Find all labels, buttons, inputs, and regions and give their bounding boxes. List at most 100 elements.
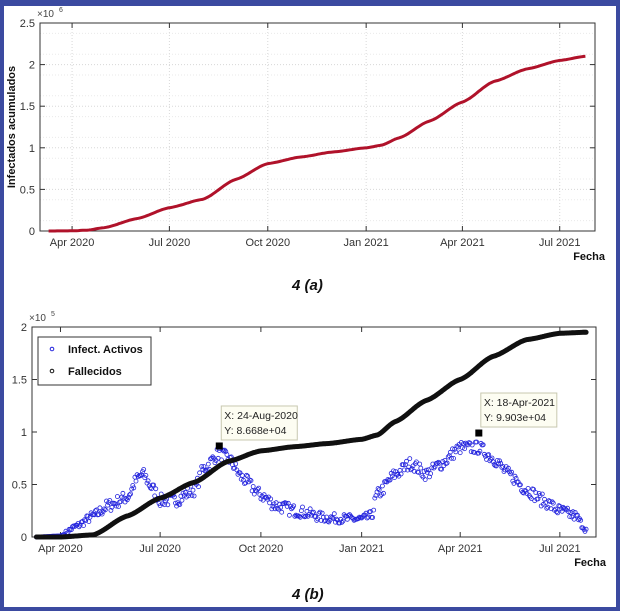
infect-activos-point: [191, 493, 197, 499]
infect-activos-point: [365, 514, 371, 520]
exponent-label: ×10: [29, 313, 46, 324]
infect-activos-point: [133, 478, 139, 484]
caption-a: 4 (a): [292, 277, 323, 294]
x-tick-label: Apr 2020: [50, 237, 95, 249]
infect-activos-point: [151, 482, 157, 488]
infect-activos-point: [190, 487, 196, 493]
infect-activos-point: [131, 485, 137, 491]
infect-activos-point: [318, 518, 324, 523]
infect-activos-point: [562, 506, 568, 512]
x-tick-label: Jan 2021: [339, 543, 384, 555]
infect-activos-point: [165, 502, 171, 508]
infect-activos-point: [281, 501, 287, 506]
infect-activos-point: [423, 467, 429, 473]
infect-activos-point: [435, 459, 441, 465]
datatip-marker: [475, 429, 483, 437]
infect-activos-point: [279, 509, 285, 515]
infect-activos-point: [417, 461, 423, 467]
infect-activos-point: [116, 504, 121, 510]
legend-box: [37, 336, 152, 386]
infect-activos-point: [292, 513, 298, 519]
exponent-power: 5: [51, 311, 55, 318]
x-axis-label: Fecha: [574, 557, 607, 569]
infect-activos-point: [418, 465, 424, 471]
y-tick-label: 0.5: [20, 184, 35, 196]
infect-activos-point: [159, 501, 165, 507]
infect-activos-point: [471, 450, 477, 455]
infect-activos-point: [398, 471, 404, 477]
infect-activos-point: [379, 483, 385, 489]
infect-activos-point: [210, 454, 216, 460]
infect-activos-point: [145, 478, 151, 484]
infect-activos-point: [86, 519, 92, 524]
legend-label: Infect. Activos: [68, 344, 143, 356]
infect-activos-point: [468, 449, 474, 455]
infect-activos-point: [101, 506, 107, 512]
infect-activos-point: [128, 491, 133, 497]
infect-activos-point: [316, 510, 322, 516]
infect-activos-point: [153, 486, 159, 492]
infect-activos-point: [576, 517, 581, 523]
infect-activos-point: [105, 502, 110, 508]
y-tick-label: 1.5: [20, 101, 35, 113]
infect-activos-point: [93, 508, 98, 514]
infect-activos-point: [531, 486, 536, 492]
infect-activos-point: [324, 514, 330, 520]
infect-activos-point: [177, 502, 183, 508]
x-tick-label: Apr 2020: [38, 543, 83, 555]
infect-activos-point: [553, 506, 558, 512]
infect-activos-point: [126, 495, 131, 500]
infect-activos-point: [518, 482, 523, 488]
x-tick-label: Oct 2020: [239, 543, 284, 555]
figure-canvas: 0 0.5 1 1.5 2 2.5 Apr 2020 Jul 2020 Oct 2020 Jan …: [6, 7, 607, 569]
datatip-marker: [215, 442, 223, 450]
infect-activos-point: [571, 516, 577, 522]
infect-activos-point: [422, 477, 428, 483]
infectados-acumulados-series: [48, 54, 586, 233]
infect-activos-point: [304, 508, 310, 514]
infect-activos-point: [509, 469, 515, 475]
infect-activos-point: [300, 504, 305, 510]
caption-b: 4 (b): [292, 586, 324, 603]
x-tick-label: Oct 2020: [245, 237, 290, 249]
infect-activos-point: [413, 459, 419, 465]
infect-activos-point: [283, 500, 289, 506]
infect-activos-point: [448, 455, 454, 461]
infect-activos-point: [533, 490, 539, 496]
infect-activos-point: [221, 448, 227, 454]
infect-activos-point: [248, 478, 254, 484]
infect-activos-point: [480, 442, 486, 448]
y-tick-label: 1: [21, 427, 27, 439]
infect-activos-point: [416, 469, 422, 475]
infect-activos-point: [108, 507, 114, 513]
infect-activos-point: [178, 493, 184, 499]
infect-activos-point: [390, 468, 396, 474]
infect-activos-point: [180, 490, 186, 496]
infect-activos-point: [544, 505, 550, 511]
infect-activos-point: [196, 484, 201, 490]
infect-activos-point: [171, 494, 177, 500]
infect-activos-point: [107, 498, 113, 503]
infect-activos-point: [490, 459, 496, 465]
infect-activos-point: [568, 510, 574, 515]
infect-activos-point: [428, 471, 434, 477]
infect-activos-point: [566, 509, 571, 515]
infect-activos-point: [245, 473, 251, 479]
x-tick-label: Apr 2021: [440, 237, 485, 249]
infect-activos-point: [244, 472, 250, 478]
y-tick-label: 0: [21, 532, 27, 544]
infect-activos-point: [319, 510, 325, 516]
infect-activos-point: [500, 463, 506, 469]
infect-activos-point: [286, 512, 292, 518]
infect-activos-point: [94, 507, 99, 513]
infect-activos-point: [284, 503, 290, 509]
infect-activos-point: [461, 441, 466, 447]
infect-activos-point: [199, 464, 205, 469]
y-axis-label: Infectados acumulados: [6, 66, 18, 188]
infect-activos-point: [452, 446, 458, 452]
infect-activos-point: [555, 510, 561, 516]
infect-activos-point: [381, 490, 386, 496]
legend-marker: [49, 346, 55, 352]
infect-activos-point: [385, 477, 391, 482]
infect-activos-point: [450, 446, 455, 452]
